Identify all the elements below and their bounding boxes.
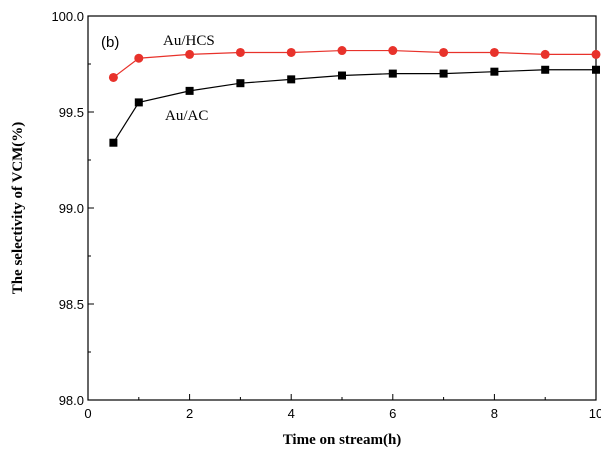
x-tick-label: 6 [389,406,396,421]
panel-label: (b) [101,34,119,51]
x-axis: 0 2 4 6 8 10 [84,394,601,421]
data-point-au-hcs [489,47,499,57]
data-point-au-ac [134,98,143,107]
y-tick-label: 99.0 [59,201,84,216]
series-label-au-ac: Au/AC [165,108,208,124]
y-tick-label: 100.0 [51,9,84,24]
series-label-au-hcs: Au/HCS [163,33,215,49]
x-tick-label: 2 [186,406,193,421]
data-point-au-hcs [185,49,195,59]
series-layer [108,46,601,147]
data-point-au-ac [439,69,448,78]
x-tick-label: 8 [491,406,498,421]
y-axis-title: The selectivity of VCM(%) [10,122,26,295]
x-tick-label: 0 [84,406,91,421]
x-axis-title: Time on stream(h) [283,432,402,448]
y-tick-label: 98.5 [59,297,84,312]
y-axis: 98.0 98.5 99.0 99.5 100.0 [51,9,94,408]
data-point-au-ac [490,67,499,76]
data-point-au-ac [185,86,194,95]
data-point-au-ac [388,69,397,78]
data-point-au-ac [236,79,245,88]
y-tick-label: 98.0 [59,393,84,408]
data-point-au-hcs [540,49,550,59]
data-point-au-ac [109,138,118,147]
data-point-au-hcs [134,53,144,63]
data-point-au-hcs [591,49,601,59]
data-point-au-hcs [235,47,245,57]
x-tick-label: 10 [589,406,601,421]
data-point-au-ac [338,71,346,80]
y-tick-label: 99.5 [59,105,84,120]
data-point-au-hcs [337,46,347,56]
x-tick-label: 4 [288,406,295,421]
data-point-au-ac [592,65,600,74]
series-line-au-ac [112,69,596,144]
data-point-au-hcs [388,46,398,56]
data-point-au-hcs [439,47,449,57]
data-point-au-hcs [286,47,296,57]
data-point-au-ac [287,75,296,84]
data-point-au-ac [541,65,550,74]
data-point-au-hcs [108,72,118,82]
